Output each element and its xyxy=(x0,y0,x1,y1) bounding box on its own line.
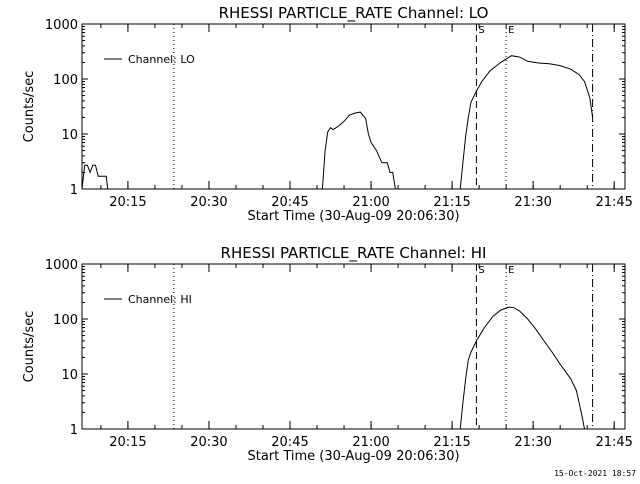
panel-1-ytick-label: 1000 xyxy=(45,18,78,33)
panel-2-xlabel: Start Time (30-Aug-09 20:06:30) xyxy=(247,449,459,464)
panel-2-xtick-label: 20:15 xyxy=(109,435,146,450)
panel-2-ytick-label: 100 xyxy=(53,313,78,328)
panel-2-title: RHESSI PARTICLE_RATE Channel: HI xyxy=(221,244,487,263)
panel-1-marker-label: S xyxy=(478,25,484,36)
panel-2-xtick-label: 20:45 xyxy=(271,435,308,450)
panel-1-xtick-label: 21:30 xyxy=(514,195,551,210)
panel-1-ylabel: Counts/sec xyxy=(22,71,37,143)
panel-2-marker-label: E xyxy=(508,265,514,276)
panel-1-title: RHESSI PARTICLE_RATE Channel: LO xyxy=(219,4,489,23)
panel-2-marker-label: S xyxy=(478,265,484,276)
panel-1-ytick-label: 100 xyxy=(53,73,78,88)
panel-1-legend-label: Channel: LO xyxy=(128,53,195,66)
panel-2-plot-frame xyxy=(82,264,625,429)
panel-1-marker-label: E xyxy=(508,25,514,36)
panel-2-legend-label: Channel: HI xyxy=(128,293,192,306)
panel-2-ytick-label: 1000 xyxy=(45,258,78,273)
panel-2-ytick-label: 1 xyxy=(70,423,78,438)
panel-1-xtick-label: 21:45 xyxy=(595,195,632,210)
panel-1-ytick-label: 10 xyxy=(61,128,78,143)
panel-1-xtick-label: 21:15 xyxy=(433,195,470,210)
panel-1-xlabel: Start Time (30-Aug-09 20:06:30) xyxy=(247,209,459,224)
panel-2-ylabel: Counts/sec xyxy=(22,311,37,383)
panel-1-xtick-label: 20:30 xyxy=(190,195,227,210)
panel-2-xtick-label: 21:15 xyxy=(433,435,470,450)
footer-timestamp: 15-Oct-2021 18:57 xyxy=(554,469,636,478)
panel-1-ytick-label: 1 xyxy=(70,183,78,198)
panel-1-plot-frame xyxy=(82,24,625,189)
panel-1-xtick-label: 20:15 xyxy=(109,195,146,210)
panel-2-xtick-label: 21:45 xyxy=(595,435,632,450)
panel-1-series-line xyxy=(82,56,593,189)
panel-2-series-line xyxy=(460,307,584,429)
panel-2-xtick-label: 21:00 xyxy=(352,435,389,450)
panel-2-ytick-label: 10 xyxy=(61,368,78,383)
panel-1-xtick-label: 20:45 xyxy=(271,195,308,210)
panel-2-xtick-label: 21:30 xyxy=(514,435,551,450)
panel-2-xtick-label: 20:30 xyxy=(190,435,227,450)
panel-1-xtick-label: 21:00 xyxy=(352,195,389,210)
